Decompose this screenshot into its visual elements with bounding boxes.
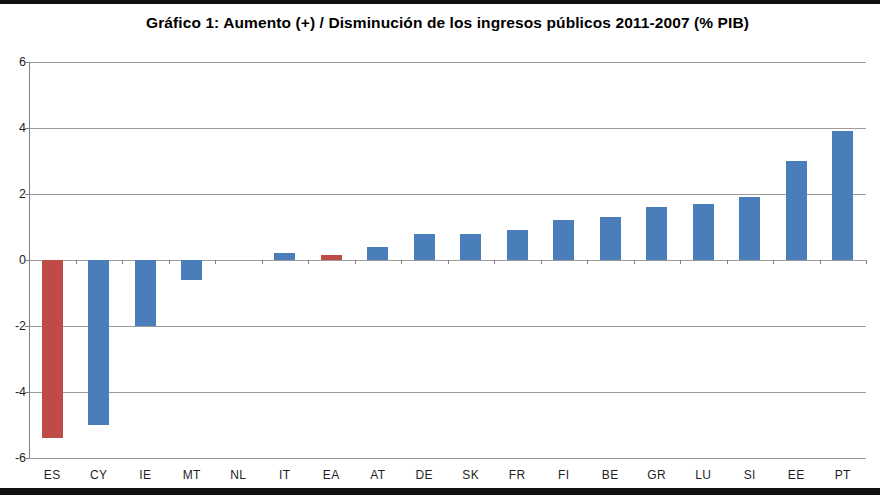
bar-CY <box>88 260 109 425</box>
x-axis-tick <box>215 260 216 264</box>
x-axis-label-AT: AT <box>355 468 402 482</box>
bar-EA <box>321 255 342 260</box>
x-axis-label-FI: FI <box>541 468 588 482</box>
x-axis-label-PT: PT <box>820 468 867 482</box>
bar-AT <box>367 247 388 260</box>
gridline <box>29 194 866 195</box>
gridline <box>29 392 866 393</box>
plot-area: 6 4 2 0 -2 -4 -6ESCYIEMTNLITEAATDESKFRFIBEGRLU… <box>0 0 880 495</box>
bar-IT <box>274 253 295 260</box>
bar-LU <box>693 204 714 260</box>
x-axis-tick <box>494 260 495 264</box>
x-axis-tick <box>76 260 77 264</box>
bar-DE <box>414 234 435 260</box>
x-axis-label-IT: IT <box>262 468 309 482</box>
bar-FI <box>553 220 574 260</box>
x-axis-tick <box>448 260 449 264</box>
bar-IE <box>135 260 156 326</box>
x-axis-tick <box>169 260 170 264</box>
x-axis-tick <box>773 260 774 264</box>
x-axis-tick <box>355 260 356 264</box>
bar-PT <box>832 131 853 260</box>
x-axis-tick <box>820 260 821 264</box>
y-axis-tick-label: -6 <box>0 451 26 465</box>
gridline <box>29 128 866 129</box>
x-axis-label-NL: NL <box>215 468 262 482</box>
bar-SI <box>739 197 760 260</box>
x-axis-label-BE: BE <box>587 468 634 482</box>
x-axis-label-SI: SI <box>727 468 774 482</box>
x-axis-label-FR: FR <box>494 468 541 482</box>
y-axis-tick-label: -4 <box>0 385 26 399</box>
x-axis-tick <box>587 260 588 264</box>
x-axis-label-DE: DE <box>401 468 448 482</box>
x-axis-tick <box>541 260 542 264</box>
chart-screenshot: Gráfico 1: Aumento (+) / Disminución de … <box>0 0 880 495</box>
y-axis-tick-label: 0 <box>0 253 26 267</box>
x-axis-tick <box>634 260 635 264</box>
bar-SK <box>460 234 481 260</box>
x-axis-tick <box>680 260 681 264</box>
x-axis-label-IE: IE <box>122 468 169 482</box>
x-axis-label-ES: ES <box>29 468 76 482</box>
y-axis-tick-label: 6 <box>0 55 26 69</box>
y-axis-tick-label: 4 <box>0 121 26 135</box>
x-axis-label-LU: LU <box>680 468 727 482</box>
x-axis-label-GR: GR <box>634 468 681 482</box>
y-axis-tick-label: 2 <box>0 187 26 201</box>
x-axis-tick <box>262 260 263 264</box>
gridline <box>29 458 866 459</box>
x-axis-label-CY: CY <box>76 468 123 482</box>
bar-BE <box>600 217 621 260</box>
x-axis-tick <box>29 260 30 264</box>
x-axis-tick <box>866 260 867 264</box>
x-axis-label-MT: MT <box>169 468 216 482</box>
bar-GR <box>646 207 667 260</box>
x-axis-tick <box>727 260 728 264</box>
x-axis-label-EA: EA <box>308 468 355 482</box>
x-axis-tick <box>401 260 402 264</box>
bar-FR <box>507 230 528 260</box>
y-axis-tick-label: -2 <box>0 319 26 333</box>
x-axis-label-SK: SK <box>448 468 495 482</box>
bar-MT <box>181 260 202 280</box>
bar-EE <box>786 161 807 260</box>
bottom-black-bar <box>0 488 880 495</box>
bar-ES <box>42 260 63 438</box>
x-axis-tick <box>308 260 309 264</box>
x-axis-tick <box>122 260 123 264</box>
x-axis-label-EE: EE <box>773 468 820 482</box>
gridline <box>29 62 866 63</box>
